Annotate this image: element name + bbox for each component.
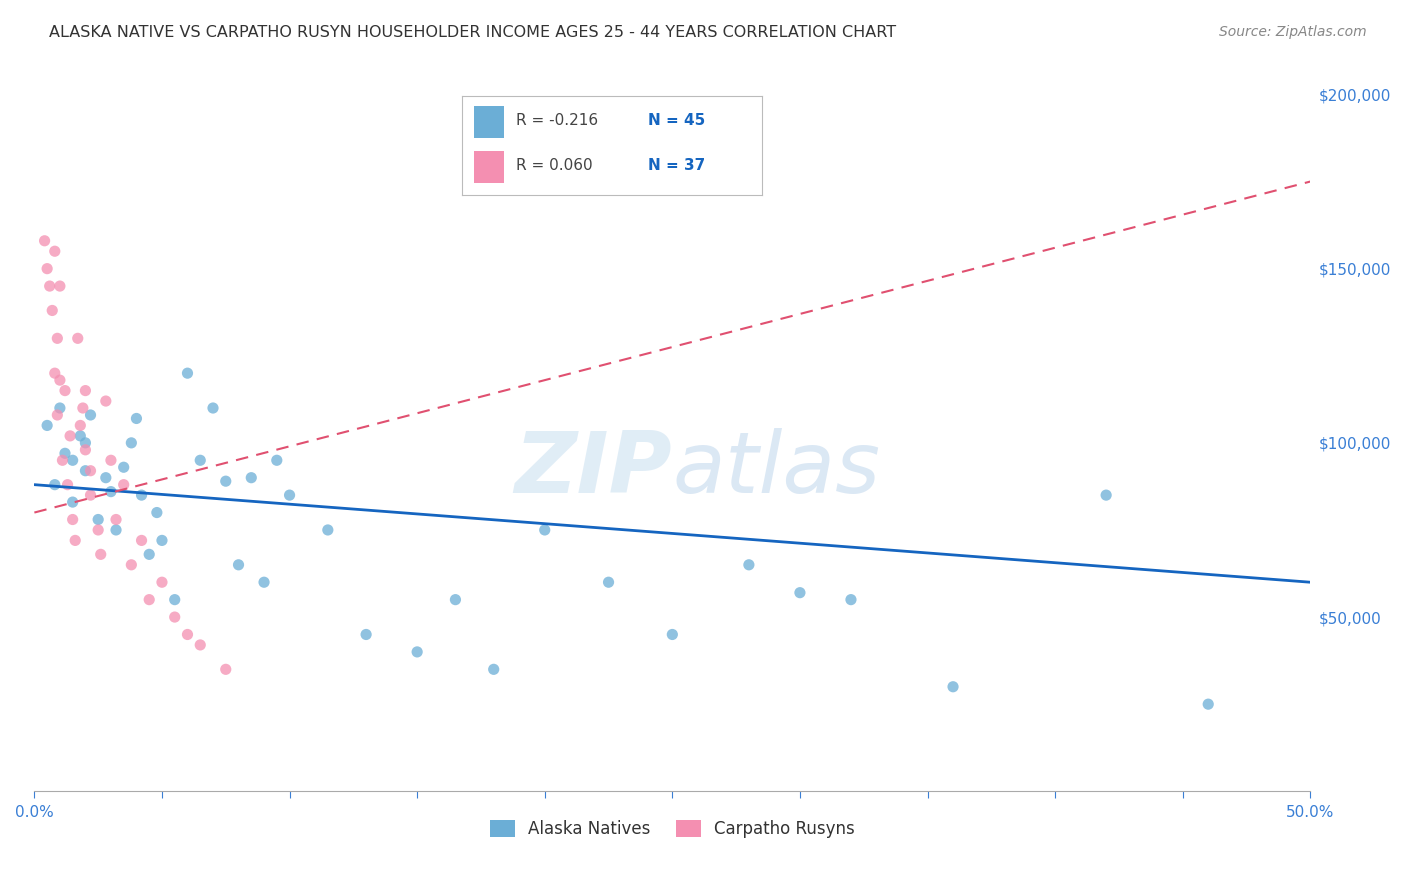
Point — [69, 429, 91, 443]
Point — [100, 484, 122, 499]
Point — [62, 512, 84, 526]
Point — [131, 533, 153, 548]
Point — [661, 627, 683, 641]
Point — [482, 662, 505, 676]
Point — [46, 331, 69, 345]
Point — [66, 331, 89, 345]
Point — [79, 488, 101, 502]
Point — [150, 575, 173, 590]
Point — [150, 533, 173, 548]
Point — [112, 477, 135, 491]
Point — [87, 512, 110, 526]
Point — [59, 429, 82, 443]
Point — [37, 418, 59, 433]
Point — [51, 453, 73, 467]
Point — [125, 411, 148, 425]
Point — [354, 627, 377, 641]
Point — [120, 558, 142, 572]
Point — [56, 477, 79, 491]
Point — [37, 261, 59, 276]
Point — [38, 279, 60, 293]
Point — [100, 453, 122, 467]
Point — [406, 645, 429, 659]
Point — [215, 662, 238, 676]
Point — [738, 558, 761, 572]
Point — [49, 373, 72, 387]
Point — [228, 558, 250, 572]
Point — [188, 453, 211, 467]
Point — [46, 408, 69, 422]
Point — [34, 234, 56, 248]
Legend: Alaska Natives, Carpatho Rusyns: Alaska Natives, Carpatho Rusyns — [484, 814, 862, 845]
Point — [105, 523, 128, 537]
Text: ALASKA NATIVE VS CARPATHO RUSYN HOUSEHOLDER INCOME AGES 25 - 44 YEARS CORRELATIO: ALASKA NATIVE VS CARPATHO RUSYN HOUSEHOL… — [49, 25, 897, 40]
Point — [44, 366, 66, 380]
Point — [79, 464, 101, 478]
Point — [49, 279, 72, 293]
Point — [533, 523, 555, 537]
Text: ZIP: ZIP — [515, 428, 672, 511]
Point — [41, 303, 63, 318]
Point — [188, 638, 211, 652]
Point — [1197, 697, 1219, 711]
Point — [44, 244, 66, 259]
Point — [44, 477, 66, 491]
Point — [444, 592, 467, 607]
Point — [215, 474, 238, 488]
Point — [69, 418, 91, 433]
Point — [72, 401, 94, 415]
Point — [266, 453, 288, 467]
Point — [53, 446, 76, 460]
Point — [112, 460, 135, 475]
Point — [253, 575, 276, 590]
Point — [94, 394, 117, 409]
Point — [131, 488, 153, 502]
Point — [63, 533, 86, 548]
Point — [90, 547, 112, 561]
Point — [839, 592, 862, 607]
Point — [94, 471, 117, 485]
Point — [146, 506, 169, 520]
Point — [598, 575, 620, 590]
Point — [75, 442, 97, 457]
Point — [138, 592, 160, 607]
Point — [138, 547, 160, 561]
Point — [278, 488, 301, 502]
Point — [49, 401, 72, 415]
Point — [120, 435, 142, 450]
Point — [789, 585, 811, 599]
Point — [163, 592, 186, 607]
Point — [53, 384, 76, 398]
Point — [62, 495, 84, 509]
Point — [75, 435, 97, 450]
Point — [87, 523, 110, 537]
Point — [105, 512, 128, 526]
Point — [62, 453, 84, 467]
Point — [176, 627, 198, 641]
Point — [240, 471, 263, 485]
Point — [75, 464, 97, 478]
Text: Source: ZipAtlas.com: Source: ZipAtlas.com — [1219, 25, 1367, 39]
Point — [75, 384, 97, 398]
Point — [201, 401, 224, 415]
Point — [316, 523, 339, 537]
Text: atlas: atlas — [672, 428, 880, 511]
Point — [163, 610, 186, 624]
Point — [176, 366, 198, 380]
Point — [79, 408, 101, 422]
Point — [1095, 488, 1118, 502]
Point — [942, 680, 965, 694]
